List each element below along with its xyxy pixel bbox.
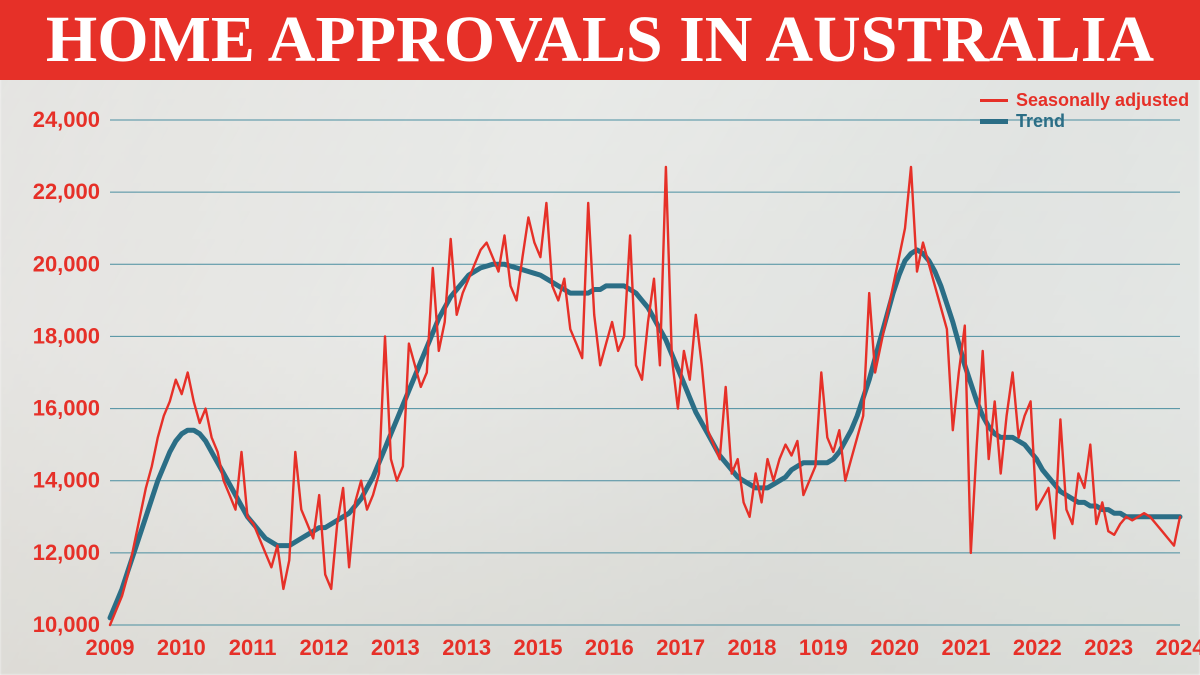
x-axis-label: 2020 — [870, 635, 919, 660]
legend-label: Trend — [1016, 111, 1065, 132]
x-axis-label: 2017 — [656, 635, 705, 660]
x-axis-label: 2023 — [1084, 635, 1133, 660]
x-axis-label: 2018 — [728, 635, 777, 660]
legend: Seasonally adjustedTrend — [980, 90, 1189, 132]
x-axis-label: 2012 — [300, 635, 349, 660]
x-axis-label: 2021 — [942, 635, 991, 660]
y-axis-label: 24,000 — [33, 107, 100, 132]
legend-swatch — [980, 99, 1008, 101]
y-axis-label: 14,000 — [33, 468, 100, 493]
legend-label: Seasonally adjusted — [1016, 90, 1189, 111]
y-axis-label: 20,000 — [33, 251, 100, 276]
chart-title: HOME APPROVALS IN AUSTRALIA — [46, 7, 1154, 73]
x-axis-label: 2024 — [1156, 635, 1200, 660]
x-axis-label: 2015 — [514, 635, 563, 660]
y-axis-label: 16,000 — [33, 396, 100, 421]
chart-container: HOME APPROVALS IN AUSTRALIA 10,000 12,000… — [0, 0, 1200, 675]
x-axis-label: 2009 — [86, 635, 135, 660]
legend-item: Trend — [980, 111, 1189, 132]
x-axis-label: 2011 — [229, 635, 277, 660]
legend-item: Seasonally adjusted — [980, 90, 1189, 111]
x-axis-label: 1019 — [799, 635, 848, 660]
chart-svg: 10,000 12,000 14,000 16,000 18,000 20,000 22,0… — [0, 80, 1200, 675]
x-axis-label: 2013 — [371, 635, 420, 660]
y-axis-label: 22,000 — [33, 179, 100, 204]
y-axis-label: 12,000 — [33, 540, 100, 565]
x-axis-label: 2022 — [1013, 635, 1062, 660]
x-axis-label: 2010 — [157, 635, 206, 660]
y-axis-label: 18,000 — [33, 323, 100, 348]
chart-area: 10,000 12,000 14,000 16,000 18,000 20,000 22,0… — [0, 80, 1200, 675]
x-axis-label: 2016 — [585, 635, 634, 660]
title-band: HOME APPROVALS IN AUSTRALIA — [0, 0, 1200, 80]
x-axis-label: 2013 — [442, 635, 491, 660]
y-axis-label: 10,000 — [33, 612, 100, 637]
legend-swatch — [980, 119, 1008, 124]
seasonally-adjusted-line — [110, 167, 1180, 625]
